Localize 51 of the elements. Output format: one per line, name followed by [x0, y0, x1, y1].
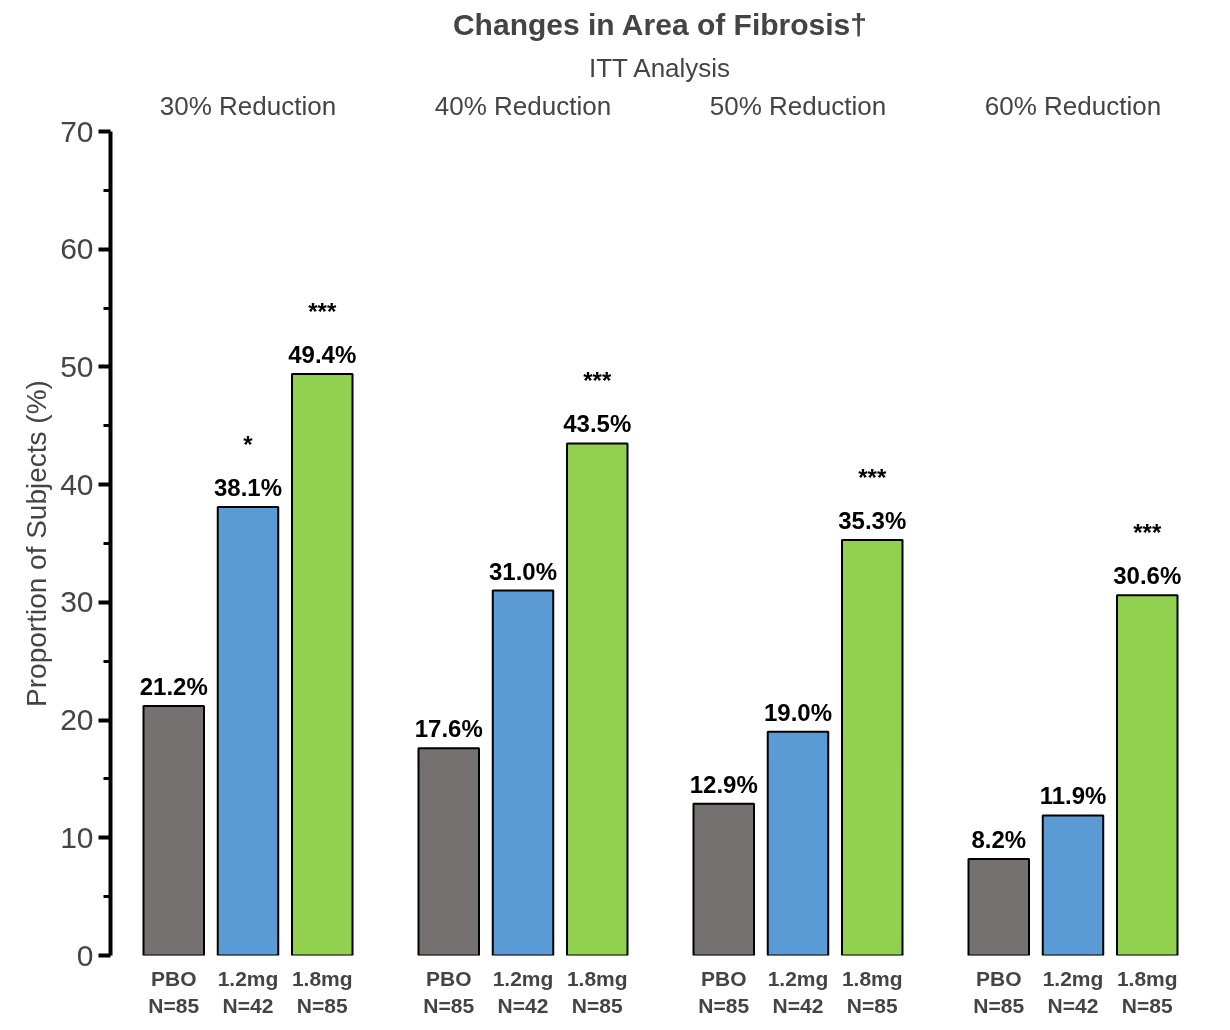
bar: [692, 802, 755, 956]
y-tick-label: 60: [60, 232, 94, 266]
data-label: 21.2%: [139, 672, 208, 700]
x-tick-label: 40% Reduction: [434, 90, 612, 121]
x-tick-label: 50% Reduction: [709, 90, 887, 121]
data-label: *** 35.3%: [838, 463, 907, 534]
data-label: 11.9%: [1039, 782, 1107, 810]
bar: [841, 538, 904, 956]
data-label: 8.2%: [971, 825, 1027, 853]
y-tick-label: 30: [60, 585, 94, 619]
x-tick-label: 30% Reduction: [159, 90, 337, 121]
text: 1.8mg N=85: [841, 966, 903, 1018]
bar: [291, 372, 354, 956]
bar: [417, 747, 480, 956]
y-tick-label: 50: [60, 349, 94, 383]
bar: [1041, 814, 1105, 956]
text: PBO N=85: [698, 966, 750, 1018]
chart-subtitle: ITT Analysis: [588, 52, 731, 83]
text: 1.2mg N=42: [217, 966, 279, 1018]
data-label: *** 49.4%: [288, 297, 357, 368]
data-label: 31.0%: [488, 557, 558, 585]
series-label: 1.2mg N=42: [1042, 966, 1104, 1018]
series-label: PBO N=85: [148, 966, 200, 1018]
x-tick-label: 60% Reduction: [984, 90, 1162, 121]
y-tick-label: 20: [60, 703, 94, 737]
data-label: *** 30.6%: [1113, 519, 1182, 590]
text: 1.2mg N=42: [492, 966, 554, 1018]
bar: [967, 857, 1030, 956]
data-label: *** 43.5%: [563, 367, 632, 438]
bar: [216, 506, 280, 956]
text: PBO N=85: [973, 966, 1025, 1018]
data-label: * 38.1%: [213, 430, 283, 502]
y-tick-label: 70: [60, 114, 94, 148]
text: PBO N=85: [423, 966, 475, 1018]
y-tick-label: 40: [60, 467, 94, 501]
bar: [566, 442, 629, 956]
text: 1.8mg N=85: [291, 966, 353, 1018]
text: 1.2mg N=42: [767, 966, 829, 1018]
bar: [1116, 594, 1179, 956]
bar: [142, 704, 205, 956]
bar: [766, 730, 830, 956]
y-tick-label: 10: [60, 820, 94, 854]
text: 1.8mg N=85: [566, 966, 628, 1018]
data-label: 12.9%: [689, 770, 758, 798]
y-tick-label: 0: [76, 938, 94, 972]
bar: [491, 589, 555, 956]
series-label: 1.8mg N=85: [1116, 966, 1178, 1018]
data-label: 17.6%: [414, 715, 483, 743]
data-label: 19.0%: [763, 698, 833, 726]
chart-title: Changes in Area of Fibrosis†: [452, 7, 867, 41]
y-axis-title: Proportion of Subjects (%): [21, 380, 53, 707]
